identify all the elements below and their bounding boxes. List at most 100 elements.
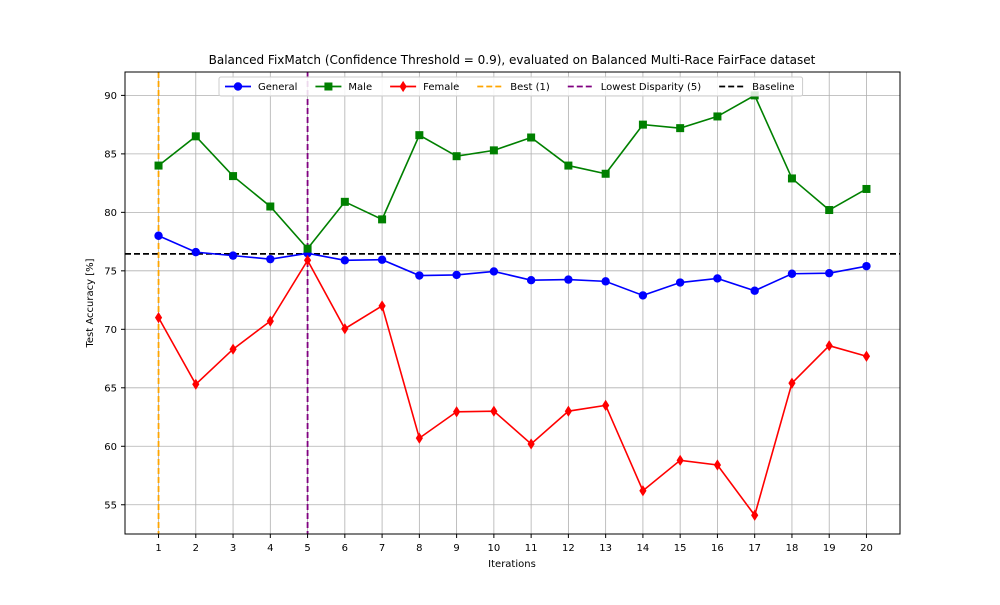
legend-label: Baseline bbox=[752, 82, 794, 93]
data-point-male bbox=[825, 206, 834, 215]
x-tick-label: 5 bbox=[304, 543, 310, 554]
data-point-female bbox=[862, 350, 871, 362]
data-point-female bbox=[676, 454, 684, 466]
y-tick-label: 65 bbox=[104, 383, 117, 394]
data-point-general bbox=[228, 251, 238, 260]
legend-label: Female bbox=[423, 82, 459, 93]
legend-entry-female: Female bbox=[390, 80, 459, 93]
data-point-general bbox=[340, 256, 350, 265]
data-point-general bbox=[191, 247, 200, 257]
legend-entry-lowest-disparity-5: Lowest Disparity (5) bbox=[567, 82, 701, 93]
data-point-general bbox=[154, 231, 163, 240]
data-point-female bbox=[751, 509, 759, 521]
data-point-general bbox=[415, 271, 424, 280]
data-point-female bbox=[266, 315, 274, 327]
legend: General Male Female Best (1) Lowest Disparit… bbox=[218, 76, 804, 97]
data-point-female bbox=[303, 254, 312, 266]
data-point-female bbox=[713, 459, 722, 471]
data-point-male bbox=[601, 169, 610, 178]
data-point-general bbox=[377, 255, 387, 264]
x-tick-label: 15 bbox=[674, 543, 687, 554]
data-point-male bbox=[452, 152, 461, 161]
data-point-female bbox=[378, 300, 386, 312]
data-point-general bbox=[564, 275, 573, 284]
legend-label: Lowest Disparity (5) bbox=[601, 82, 701, 93]
data-point-male bbox=[862, 184, 871, 193]
y-tick-label: 85 bbox=[104, 149, 117, 160]
legend-swatch-marker bbox=[399, 80, 407, 93]
x-tick-label: 14 bbox=[637, 543, 650, 554]
series-line-female bbox=[157, 258, 867, 518]
y-tick-label: 55 bbox=[104, 500, 117, 511]
series-male bbox=[154, 91, 871, 253]
x-tick-label: 9 bbox=[453, 543, 459, 554]
y-tick-label: 90 bbox=[104, 91, 117, 102]
legend-entry-best-1: Best (1) bbox=[477, 82, 550, 93]
data-point-female bbox=[602, 399, 610, 411]
data-point-male bbox=[340, 197, 349, 206]
data-point-female bbox=[154, 312, 163, 324]
x-tick-label: 20 bbox=[860, 543, 873, 554]
data-point-female bbox=[639, 485, 647, 497]
data-point-female bbox=[192, 378, 200, 390]
data-point-general bbox=[713, 274, 722, 283]
legend-swatch-marker bbox=[324, 82, 333, 91]
x-tick-label: 19 bbox=[823, 543, 836, 554]
x-tick-label: 13 bbox=[599, 543, 612, 554]
data-point-general bbox=[787, 269, 797, 278]
data-point-female bbox=[825, 340, 833, 352]
legend-label: General bbox=[258, 82, 297, 93]
x-tick-label: 10 bbox=[488, 543, 501, 554]
data-point-male bbox=[787, 174, 796, 183]
y-tick-label: 70 bbox=[104, 325, 117, 336]
x-tick-label: 1 bbox=[155, 543, 161, 554]
data-point-male bbox=[415, 131, 424, 140]
data-point-female bbox=[341, 323, 349, 335]
data-point-male bbox=[564, 161, 573, 170]
data-point-female bbox=[564, 405, 572, 417]
data-point-general bbox=[675, 278, 685, 287]
x-tick-label: 4 bbox=[267, 543, 273, 554]
grid-layer bbox=[125, 72, 900, 534]
legend-entry-baseline: Baseline bbox=[719, 82, 795, 93]
legend-entry-general: General bbox=[225, 82, 297, 93]
legend-label: Male bbox=[348, 82, 372, 93]
y-tick-label: 75 bbox=[104, 266, 117, 277]
data-point-general bbox=[452, 270, 461, 280]
data-point-male bbox=[489, 146, 498, 155]
x-tick-label: 18 bbox=[786, 543, 799, 554]
data-point-general bbox=[862, 261, 871, 271]
data-point-female bbox=[229, 343, 237, 355]
x-tick-label: 12 bbox=[562, 543, 575, 554]
data-point-general bbox=[601, 277, 610, 286]
series-female bbox=[154, 254, 871, 521]
x-tick-label: 7 bbox=[379, 543, 385, 554]
x-tick-label: 6 bbox=[342, 543, 348, 554]
data-point-male bbox=[378, 215, 387, 224]
data-point-female bbox=[490, 405, 498, 417]
data-point-general bbox=[266, 254, 275, 264]
data-point-general bbox=[526, 275, 536, 285]
data-point-male bbox=[229, 172, 238, 181]
data-point-general bbox=[750, 286, 759, 295]
data-point-male bbox=[191, 132, 200, 141]
data-point-male bbox=[266, 202, 275, 211]
series-line-male bbox=[158, 94, 867, 250]
data-point-male bbox=[527, 133, 536, 142]
series-layer bbox=[154, 91, 871, 521]
x-tick-label: 16 bbox=[711, 543, 724, 554]
series-general bbox=[154, 231, 871, 300]
x-axis-label: Iterations bbox=[488, 559, 536, 570]
x-tick-label: 17 bbox=[748, 543, 761, 554]
y-tick-label: 80 bbox=[104, 208, 117, 219]
data-point-female bbox=[788, 377, 796, 389]
data-point-general bbox=[489, 267, 499, 276]
x-tick-label: 3 bbox=[230, 543, 236, 554]
data-point-general bbox=[638, 291, 648, 300]
data-point-female bbox=[453, 406, 461, 418]
y-tick-label: 60 bbox=[104, 442, 117, 453]
legend-box bbox=[218, 76, 804, 97]
data-point-general bbox=[825, 268, 834, 278]
axes-layer: 1 2 3 4 5 6 7 8 9 10 11 12 13 14 15 16 17 18 19 20556065707… bbox=[104, 71, 901, 554]
